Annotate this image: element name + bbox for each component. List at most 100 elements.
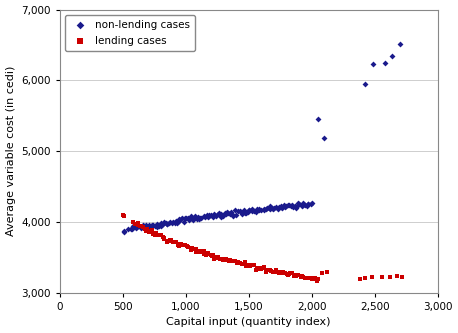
- lending cases: [120, 212, 127, 217]
- lending cases: [243, 263, 250, 268]
- lending cases: [166, 238, 173, 243]
- lending cases: [187, 247, 194, 252]
- lending cases: [257, 266, 265, 271]
- lending cases: [208, 253, 215, 258]
- lending cases: [136, 223, 143, 228]
- non-lending cases: [268, 206, 276, 211]
- non-lending cases: [262, 206, 269, 212]
- lending cases: [245, 262, 252, 267]
- lending cases: [142, 229, 149, 234]
- lending cases: [256, 265, 264, 271]
- lending cases: [311, 277, 318, 282]
- non-lending cases: [314, 117, 322, 122]
- non-lending cases: [277, 203, 284, 209]
- non-lending cases: [264, 205, 271, 210]
- non-lending cases: [165, 220, 173, 225]
- non-lending cases: [194, 216, 201, 221]
- non-lending cases: [190, 218, 197, 223]
- lending cases: [323, 269, 331, 274]
- lending cases: [252, 267, 260, 273]
- lending cases: [288, 271, 295, 276]
- lending cases: [188, 245, 196, 251]
- non-lending cases: [157, 220, 164, 225]
- non-lending cases: [294, 202, 302, 208]
- non-lending cases: [229, 213, 237, 218]
- non-lending cases: [183, 215, 190, 220]
- non-lending cases: [300, 203, 307, 208]
- non-lending cases: [276, 205, 283, 210]
- non-lending cases: [149, 223, 157, 228]
- lending cases: [233, 259, 240, 264]
- lending cases: [251, 263, 258, 268]
- lending cases: [255, 266, 262, 271]
- lending cases: [276, 270, 283, 276]
- lending cases: [308, 276, 316, 282]
- lending cases: [399, 274, 406, 280]
- lending cases: [279, 270, 286, 276]
- lending cases: [202, 252, 210, 258]
- lending cases: [120, 213, 127, 218]
- lending cases: [180, 243, 187, 248]
- lending cases: [291, 272, 298, 277]
- lending cases: [204, 251, 212, 257]
- lending cases: [192, 246, 199, 251]
- lending cases: [361, 275, 368, 281]
- lending cases: [229, 259, 236, 264]
- lending cases: [241, 261, 249, 266]
- non-lending cases: [206, 213, 213, 219]
- lending cases: [196, 249, 204, 255]
- non-lending cases: [196, 216, 203, 221]
- lending cases: [254, 265, 261, 271]
- lending cases: [285, 273, 292, 278]
- lending cases: [267, 268, 275, 273]
- non-lending cases: [210, 212, 217, 217]
- non-lending cases: [145, 224, 153, 229]
- lending cases: [181, 242, 189, 247]
- lending cases: [310, 275, 317, 281]
- non-lending cases: [153, 221, 160, 226]
- non-lending cases: [370, 61, 377, 67]
- X-axis label: Capital input (quantity index): Capital input (quantity index): [166, 317, 331, 327]
- non-lending cases: [245, 207, 253, 212]
- lending cases: [240, 262, 247, 267]
- lending cases: [149, 231, 157, 237]
- lending cases: [157, 233, 164, 238]
- non-lending cases: [192, 214, 199, 219]
- non-lending cases: [238, 211, 245, 217]
- non-lending cases: [223, 211, 230, 217]
- non-lending cases: [168, 220, 175, 225]
- non-lending cases: [257, 207, 265, 213]
- lending cases: [185, 244, 192, 249]
- non-lending cases: [281, 204, 288, 209]
- non-lending cases: [284, 202, 292, 207]
- non-lending cases: [200, 214, 207, 219]
- lending cases: [201, 249, 208, 254]
- non-lending cases: [181, 216, 189, 221]
- non-lending cases: [134, 225, 141, 230]
- non-lending cases: [301, 202, 309, 207]
- lending cases: [379, 274, 386, 279]
- non-lending cases: [265, 205, 273, 211]
- lending cases: [174, 241, 182, 247]
- non-lending cases: [285, 202, 292, 207]
- lending cases: [217, 256, 224, 261]
- lending cases: [145, 230, 153, 235]
- lending cases: [183, 243, 190, 248]
- lending cases: [119, 213, 126, 218]
- non-lending cases: [389, 53, 396, 58]
- lending cases: [164, 238, 171, 243]
- lending cases: [261, 264, 268, 269]
- lending cases: [264, 267, 271, 272]
- non-lending cases: [147, 223, 154, 228]
- non-lending cases: [233, 212, 240, 218]
- lending cases: [170, 239, 177, 245]
- lending cases: [271, 270, 278, 275]
- non-lending cases: [129, 223, 136, 229]
- non-lending cases: [236, 208, 243, 213]
- non-lending cases: [157, 223, 164, 229]
- non-lending cases: [227, 209, 234, 214]
- lending cases: [155, 232, 162, 237]
- lending cases: [179, 243, 186, 248]
- non-lending cases: [224, 210, 232, 216]
- lending cases: [227, 257, 234, 262]
